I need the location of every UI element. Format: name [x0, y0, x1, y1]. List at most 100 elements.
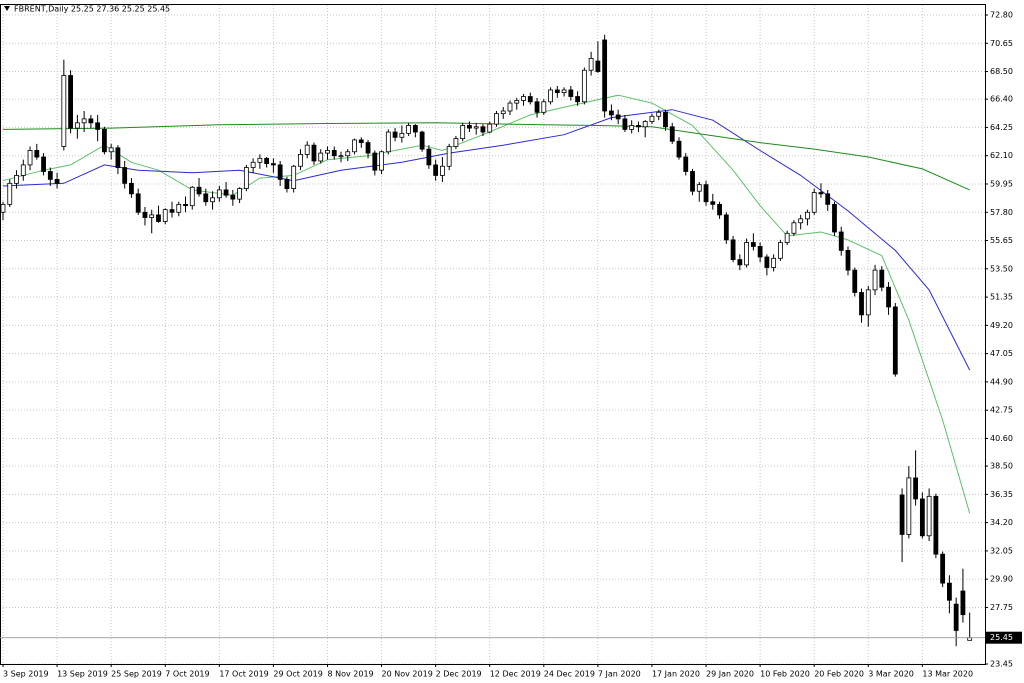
candle-body: [122, 167, 128, 184]
candle-body: [61, 75, 67, 147]
candle-body: [568, 89, 574, 97]
candle-body: [642, 121, 648, 128]
candle-body: [399, 132, 405, 138]
candle-body: [906, 477, 912, 535]
candle-body: [95, 122, 101, 130]
candle-body: [74, 122, 80, 129]
candle-body: [162, 209, 168, 222]
candle-body: [210, 197, 215, 203]
y-tick-label: 59.95: [990, 179, 1013, 188]
candle-body: [446, 146, 452, 167]
candle-body: [696, 184, 702, 192]
candle-body: [629, 125, 635, 130]
candle-body: [649, 115, 655, 122]
candle-body: [284, 178, 290, 189]
candle-body: [845, 249, 851, 271]
candle-body: [0, 203, 6, 213]
y-tick-label: 68.50: [990, 67, 1013, 76]
y-tick-label: 47.05: [990, 349, 1013, 358]
candle-body: [886, 286, 891, 308]
y-tick-label: 29.90: [990, 575, 1013, 584]
candle-body: [750, 242, 756, 247]
candle-body: [372, 152, 378, 171]
candle-body: [913, 477, 918, 500]
candle-body: [156, 214, 161, 222]
candle-body: [561, 89, 567, 93]
candle-body: [412, 125, 418, 133]
candle-body: [379, 151, 384, 171]
y-tick-label: 36.35: [990, 490, 1013, 499]
candle-body: [196, 186, 202, 195]
candle-body: [865, 289, 871, 316]
candle-body: [940, 553, 946, 584]
candle-body: [818, 192, 824, 195]
plot-frame: [0, 4, 986, 665]
candle-body: [575, 96, 580, 103]
candle-body: [406, 125, 412, 134]
candle-body: [88, 118, 94, 124]
y-tick-label: 42.75: [990, 406, 1013, 415]
candle-body: [778, 242, 783, 259]
candle-body: [467, 125, 472, 129]
candle-body: [385, 131, 391, 153]
candle-body: [223, 189, 229, 196]
candle-body: [730, 239, 736, 261]
candle-body: [581, 69, 587, 103]
candle-body: [494, 113, 499, 125]
candle-body: [142, 211, 148, 218]
y-tick-label: 51.35: [990, 293, 1013, 302]
candle-body: [34, 150, 40, 158]
candle-body: [899, 494, 905, 535]
x-tick-label: 13 Sep 2019: [57, 670, 108, 679]
y-tick-label: 57.80: [990, 208, 1013, 217]
x-tick-label: 29 Oct 2019: [273, 670, 322, 679]
candle-body: [656, 111, 662, 117]
x-tick-label: 12 Dec 2019: [490, 670, 541, 679]
candle-body: [622, 118, 628, 130]
y-tick-label: 44.90: [990, 377, 1013, 386]
y-tick-label: 70.65: [990, 39, 1013, 48]
candle-body: [663, 111, 668, 128]
candle-body: [298, 153, 303, 167]
candle-body: [115, 147, 121, 168]
candle-body: [602, 39, 608, 112]
candle-body: [798, 218, 804, 224]
candle-body: [433, 164, 439, 176]
candle-body: [183, 203, 188, 207]
x-tick-label: 3 Sep 2019: [3, 670, 49, 679]
candle-body: [311, 144, 317, 162]
candle-body: [521, 96, 526, 101]
y-tick-label: 66.40: [990, 95, 1013, 104]
x-tick-label: 25 Sep 2019: [111, 670, 162, 679]
candle-body: [7, 182, 13, 205]
candle-body: [237, 188, 243, 200]
candle-body: [683, 156, 689, 172]
candle-body: [791, 222, 797, 234]
candle-body: [926, 495, 932, 537]
candle-body: [500, 110, 506, 115]
candle-body: [690, 171, 695, 192]
candle-body: [669, 126, 675, 142]
x-tick-label: 2 Dec 2019: [436, 670, 482, 679]
x-tick-label: 17 Oct 2019: [219, 670, 268, 679]
candle-body: [541, 101, 547, 113]
candle-body: [953, 603, 959, 631]
y-tick-label: 53.50: [990, 264, 1013, 273]
candle-body: [514, 100, 520, 104]
candle-body: [609, 110, 614, 116]
candle-body: [764, 256, 770, 268]
candle-body: [20, 164, 26, 176]
candle-body: [81, 118, 87, 124]
candle-body: [892, 306, 898, 375]
candle-body: [460, 125, 466, 140]
candle-body: [453, 138, 459, 147]
candle-body: [919, 498, 925, 537]
candle-body: [230, 194, 236, 200]
candle-body: [838, 231, 844, 251]
candle-body: [270, 163, 276, 166]
candle-body: [588, 57, 594, 71]
candle-body: [47, 171, 53, 180]
x-tick-label: 29 Jan 2020: [706, 670, 754, 679]
candle-body: [129, 182, 134, 195]
